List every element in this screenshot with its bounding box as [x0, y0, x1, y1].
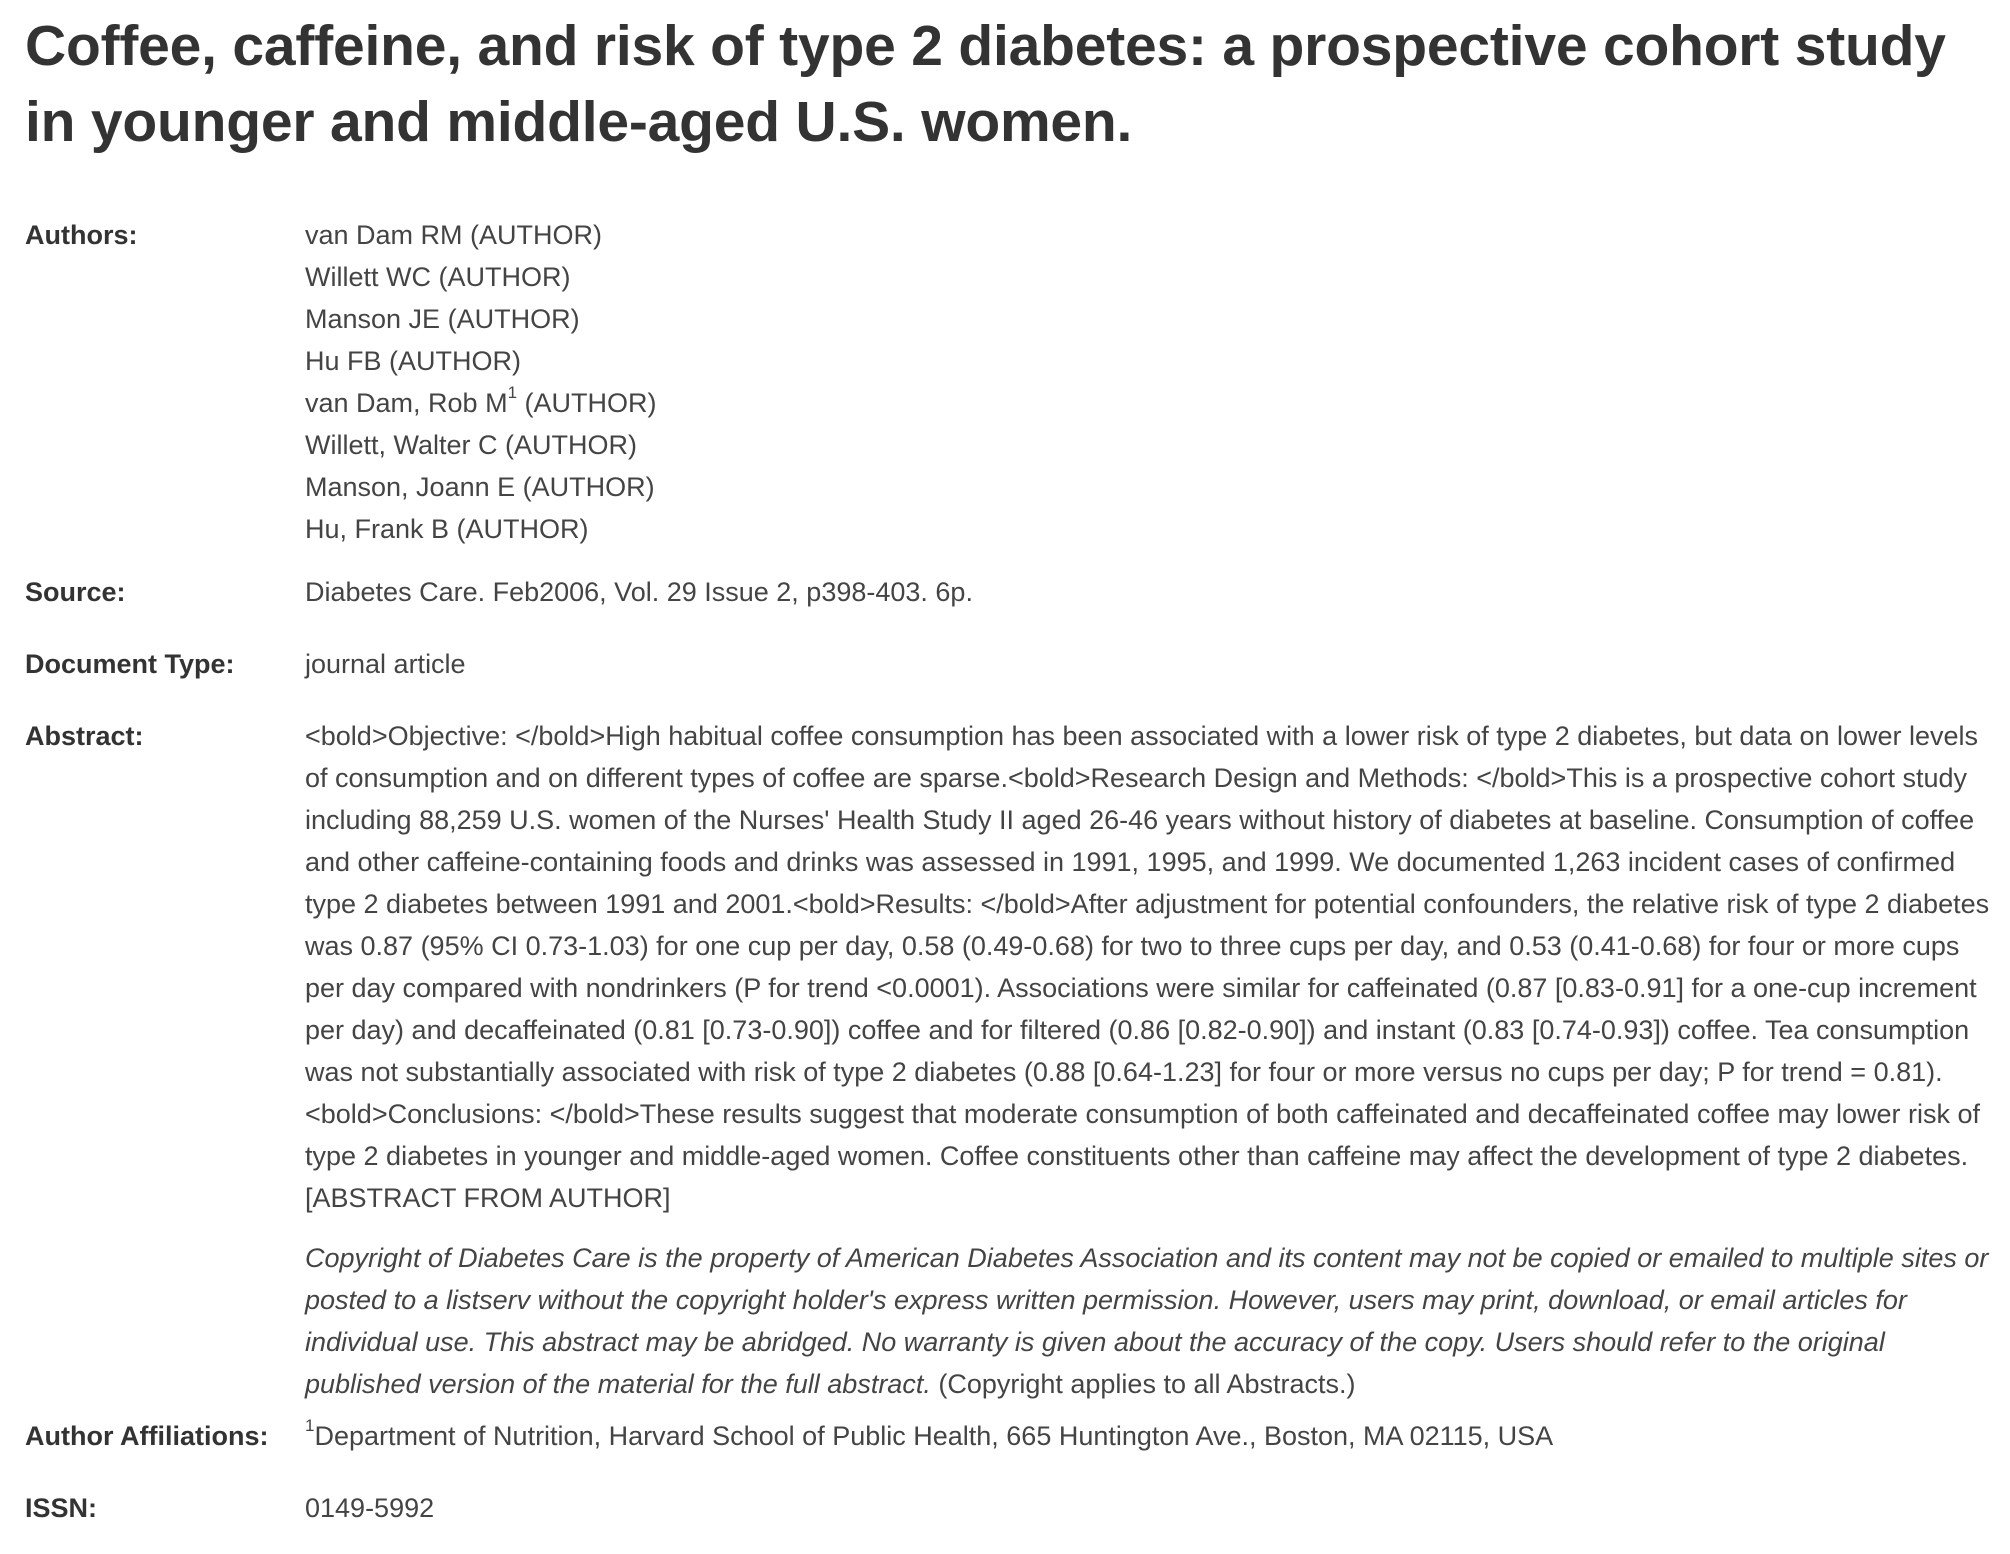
issn-value: 0149-5992 — [305, 1493, 435, 1523]
author-item[interactable]: Manson JE (AUTHOR) — [305, 304, 580, 334]
author-item[interactable]: van Dam, Rob M1 (AUTHOR) — [305, 383, 657, 418]
affiliation-text: Department of Nutrition, Harvard School … — [314, 1421, 1554, 1451]
document-type-value: journal article — [305, 649, 466, 679]
copyright-statement: Copyright of Diabetes Care is the proper… — [305, 1243, 1989, 1399]
abstract-label: Abstract: — [25, 721, 144, 751]
author-item[interactable]: van Dam RM (AUTHOR) — [305, 220, 603, 250]
record-title: Coffee, caffeine, and risk of type 2 dia… — [25, 14, 1946, 154]
author-item[interactable]: Hu FB (AUTHOR) — [305, 346, 522, 376]
source-field: Source: Diabetes Care. Feb2006, Vol. 29 … — [25, 571, 2010, 613]
author-affiliations-label: Author Affiliations: — [25, 1421, 269, 1451]
author-affiliations-field: Author Affiliations: 1Department of Nutr… — [25, 1415, 2010, 1457]
abstract-text: <bold>Objective: </bold>High habitual co… — [305, 721, 1990, 1213]
source-label: Source: — [25, 577, 126, 607]
document-type-field: Document Type: journal article — [25, 643, 2010, 685]
authors-label: Authors: — [25, 220, 138, 250]
document-type-label: Document Type: — [25, 649, 235, 679]
author-item[interactable]: Willett WC (AUTHOR) — [305, 262, 571, 292]
affiliation-superscript: 1 — [507, 383, 518, 402]
abstract-field: Abstract: <bold>Objective: </bold>High h… — [25, 715, 2010, 1405]
author-item[interactable]: Willett, Walter C (AUTHOR) — [305, 430, 637, 460]
affiliation-superscript: 1 — [305, 1416, 315, 1435]
source-value: Diabetes Care. Feb2006, Vol. 29 Issue 2,… — [305, 577, 973, 607]
issn-label: ISSN: — [25, 1493, 98, 1523]
issn-field: ISSN: 0149-5992 — [25, 1487, 2010, 1529]
author-item[interactable]: Hu, Frank B (AUTHOR) — [305, 514, 589, 544]
authors-list: van Dam RM (AUTHOR) Willett WC (AUTHOR) … — [305, 214, 2005, 550]
author-item[interactable]: Manson, Joann E (AUTHOR) — [305, 472, 655, 502]
abstract-copyright: Copyright of Diabetes Care is the proper… — [305, 1237, 2005, 1405]
authors-field: Authors: van Dam RM (AUTHOR) Willett WC … — [25, 214, 2010, 550]
copyright-note: (Copyright applies to all Abstracts.) — [930, 1369, 1356, 1399]
record-fields: Authors: van Dam RM (AUTHOR) Willett WC … — [25, 214, 2010, 1529]
author-affiliations-value: 1Department of Nutrition, Harvard School… — [305, 1415, 2005, 1457]
abstract-body: <bold>Objective: </bold>High habitual co… — [305, 715, 2005, 1405]
